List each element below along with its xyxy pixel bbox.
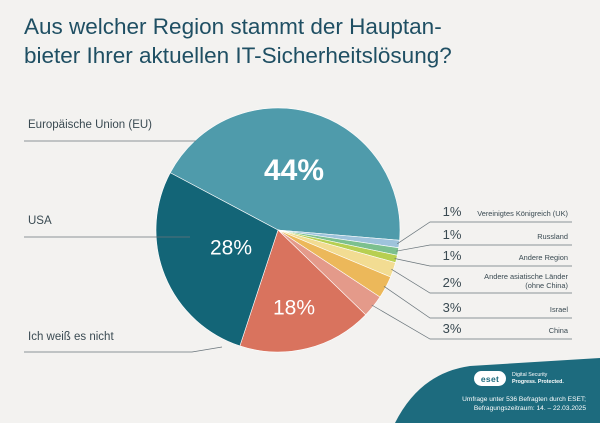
leader-line-israel <box>383 286 572 319</box>
survey-note: Umfrage unter 536 Befragten durch ESET; … <box>386 396 586 413</box>
category-label-vereinigtes-koenigreich-uk: Vereinigtes Königreich (UK) <box>477 209 568 218</box>
category-label-andere-asiatische-laender-ohne-china-line-1: Andere asiatische Länder <box>484 272 568 281</box>
pie-slice-europaeische-union-eu <box>169 107 401 241</box>
leader-line-russland <box>396 244 572 252</box>
survey-note-line-2: Befragungszeitraum: 14. – 22.03.2025 <box>473 404 586 412</box>
leader-line-china <box>371 304 572 340</box>
leader-line-andere-asiatische-laender-ohne-china <box>391 268 572 294</box>
tagline-line-2: Progress. Protected. <box>512 378 564 385</box>
survey-note-line-1: Umfrage unter 536 Befragten durch ESET; <box>462 396 586 403</box>
pie-slice-usa <box>155 172 279 347</box>
leader-line-andere-region <box>394 258 572 267</box>
page-title: Aus welcher Region stammt der Hauptan- b… <box>24 12 494 70</box>
pie-slice-ich-weiss-es-nicht <box>239 229 367 353</box>
slice-value-vereinigtes-koenigreich-uk: 1% <box>443 204 462 219</box>
slice-value-europaeische-union-eu: 44% <box>264 154 324 187</box>
logo-tagline: Digital Security Progress. Protected. <box>512 372 582 385</box>
slice-value-ich-weiss-es-nicht: 18% <box>273 297 315 320</box>
category-label-russland: Russland <box>537 232 568 241</box>
category-label-israel: Israel <box>550 305 568 314</box>
leader-line-ich-weiss-es-nicht <box>24 346 223 353</box>
slice-value-israel: 3% <box>443 300 462 315</box>
slice-value-andere-region: 1% <box>443 248 462 263</box>
tagline-line-1: Digital Security <box>512 372 548 378</box>
category-label-usa: USA <box>28 215 52 227</box>
category-label-andere-region: Andere Region <box>519 253 568 262</box>
slice-value-andere-asiatische-laender-ohne-china: 2% <box>443 275 462 290</box>
title-line-1: Aus welcher Region stammt der Hauptan- <box>24 14 442 39</box>
title-line-2: bieter Ihrer aktuellen IT-Sicherheitslös… <box>24 43 452 68</box>
category-label-ich-weiss-es-nicht: Ich weiß es nicht <box>28 331 114 343</box>
slice-value-usa: 28% <box>210 237 252 260</box>
slice-value-russland: 1% <box>443 227 462 242</box>
category-label-china: China <box>549 326 569 335</box>
category-label-europaeische-union-eu: Europäische Union (EU) <box>28 119 152 131</box>
category-label-andere-asiatische-laender-ohne-china-line-2: (ohne China) <box>525 281 568 290</box>
eset-logo: eset <box>474 371 506 386</box>
slice-value-china: 3% <box>443 321 462 336</box>
leader-line-vereinigtes-koenigreich-uk <box>397 221 572 245</box>
